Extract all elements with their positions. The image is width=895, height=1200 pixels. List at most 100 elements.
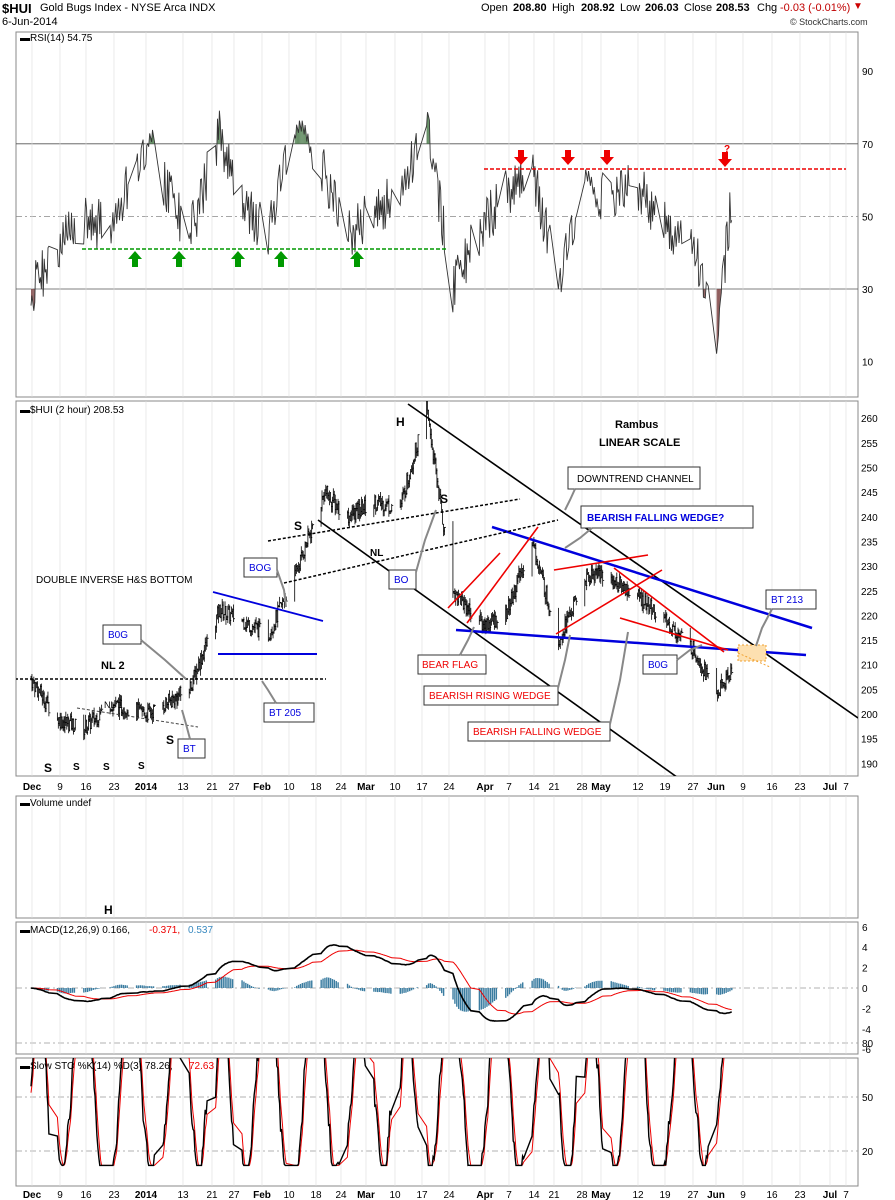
macd-histogram-bar [540, 978, 543, 988]
macd-histogram-bar [62, 988, 64, 994]
low-label: Low [620, 2, 641, 14]
linear-scale-text: LINEAR SCALE [599, 437, 680, 449]
macd-histogram-bar [113, 986, 115, 988]
x-tick-label: 23 [108, 782, 120, 793]
macd-histogram-bar [544, 980, 547, 988]
macd-histogram-bar [220, 976, 223, 988]
macd-histogram-bar [335, 981, 337, 988]
macd-histogram-bar [403, 988, 405, 993]
price-tick-label: 210 [861, 661, 878, 672]
macd-histogram-bar [668, 988, 671, 992]
macd-histogram-bar [646, 988, 648, 990]
macd-histogram-bar [73, 988, 76, 993]
macd-histogram-bar [88, 988, 91, 992]
x-tick-label-bottom: 28 [576, 1190, 588, 1200]
macd-histogram-bar [616, 982, 618, 988]
macd-histogram-bar [650, 988, 652, 990]
macd-histogram-bar [350, 986, 353, 988]
chart-date: 6-Jun-2014 [2, 16, 58, 28]
sto-panel-frame [15, 1057, 859, 1187]
macd-histogram-bar [510, 988, 513, 993]
bearish-falling-wedge-q-text: BEARISH FALLING WEDGE? [587, 513, 724, 524]
macd-histogram-bar [469, 988, 471, 1011]
x-tick-label-bottom: 16 [766, 1190, 778, 1200]
macd-histogram-bar [301, 983, 304, 988]
price-tick-label: 225 [861, 587, 878, 598]
macd-histogram-bar [196, 982, 198, 988]
macd-histogram-bar [625, 985, 628, 988]
macd-histogram-bar [305, 981, 307, 988]
close-label: Close [684, 2, 713, 14]
macd-histogram-bar [126, 985, 128, 988]
macd-histogram-bar [141, 985, 143, 988]
green-up-arrow-icon [172, 251, 186, 267]
macd-histogram-bar [124, 985, 126, 988]
question-mark: ? [724, 144, 730, 155]
x-tick-label-bottom: 2014 [135, 1190, 158, 1200]
x-tick-label-bottom: 12 [632, 1190, 644, 1200]
x-tick-label: 19 [659, 782, 671, 793]
macd-histogram-bar [167, 985, 170, 988]
falling-wedge-upper [613, 567, 725, 653]
bog3-box [642, 654, 678, 675]
macd-histogram-bar [164, 986, 166, 988]
macd-histogram-bar [269, 988, 272, 991]
macd-histogram-bar [491, 988, 494, 1003]
macd-histogram-bar [429, 983, 432, 988]
macd-histogram-bar [478, 988, 481, 1011]
macd-histogram-bar [324, 977, 326, 988]
macd-histogram [30, 976, 733, 1012]
macd-histogram-bar [86, 988, 89, 993]
macd-histogram-bar [725, 988, 727, 993]
macd-histogram-bar [218, 977, 221, 988]
x-tick-label-bottom: Jul [823, 1190, 838, 1200]
macd-histogram-bar [198, 982, 200, 988]
chg-value: -0.03 (-0.01%) [780, 2, 851, 14]
red-down-arrow-icon [600, 150, 614, 165]
x-tick-label: 21 [206, 782, 218, 793]
rising-wedge-lower [555, 569, 663, 635]
macd-histogram-bar [667, 988, 669, 992]
macd-histogram-bar [280, 988, 283, 990]
macd-histogram-bar [375, 988, 377, 992]
bog-triangle-upper [212, 591, 324, 622]
macd-histogram-bar [329, 978, 332, 988]
macd-histogram-bar [557, 985, 560, 988]
x-tick-label: 9 [740, 782, 746, 793]
macd-histogram-bar [695, 988, 697, 994]
bo-text: BO [394, 575, 409, 586]
macd-histogram-bar [618, 983, 620, 988]
macd-histogram-bar [303, 982, 305, 988]
x-tick-label-bottom: 24 [335, 1190, 347, 1200]
x-tick-label: 18 [310, 782, 322, 793]
macd-histogram-bar [452, 988, 454, 1000]
macd-histogram-bar [537, 978, 539, 988]
macd-histogram-bar [322, 978, 324, 988]
price-tick-label: 200 [861, 710, 878, 721]
macd-histogram-bar [378, 988, 381, 992]
macd-histogram-bar [702, 988, 705, 995]
macd-histogram-bar [333, 979, 336, 988]
x-tick-label: Mar [357, 782, 375, 793]
macd-histogram-bar [488, 988, 490, 1006]
x-tick-label-bottom: 9 [57, 1190, 63, 1200]
price-tick-label: 240 [861, 513, 878, 524]
price-tick-label: 255 [861, 439, 878, 450]
chart-header: $HUI Gold Bugs Index - NYSE Arca INDX 6-… [0, 0, 895, 30]
macd-histogram-bar [205, 980, 207, 988]
macd-histogram-bar [258, 988, 260, 989]
macd-histogram-bar [410, 988, 413, 991]
macd-histogram-bar [723, 988, 725, 994]
macd-histogram-bar [689, 988, 692, 993]
macd-histogram-bar [199, 981, 202, 988]
macd-histogram-bar [277, 988, 279, 991]
price-tick-label: 190 [861, 759, 878, 770]
macd-histogram-bar [480, 988, 482, 1010]
macd-histogram-bar [595, 981, 597, 988]
x-tick-label: Apr [476, 782, 493, 793]
rsi-overbought-fill [427, 112, 429, 144]
bear-flag-pointer [459, 626, 475, 656]
macd-histogram-bar [96, 988, 98, 990]
macd-histogram-bar [427, 983, 430, 988]
macd-histogram-bar [222, 976, 224, 988]
